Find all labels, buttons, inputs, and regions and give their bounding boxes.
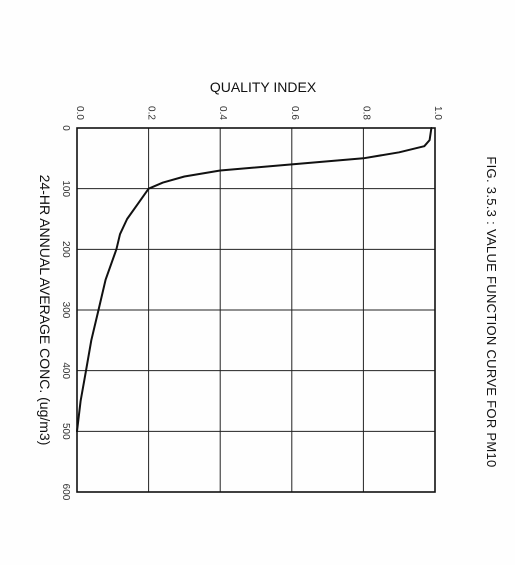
grid-layer xyxy=(76,127,436,493)
y-tick-label: 600 xyxy=(60,484,71,501)
x-tick-label: 0.0 xyxy=(74,106,85,120)
x-tick-label: 0.4 xyxy=(217,106,228,120)
y-tick-label: 300 xyxy=(60,302,71,319)
x-tick-label: 0.8 xyxy=(360,106,371,120)
tick-labels: 0.0 0.2 0.4 0.6 0.8 1.0 0 100 200 300 400 500 600 xyxy=(60,106,443,501)
x-tick-label: 1.0 xyxy=(432,106,443,120)
plot-frame xyxy=(76,127,436,493)
x-tick-label: 0.2 xyxy=(146,106,157,120)
figure-title: FIG. 3.5.3 : VALUE FUNCTION CURVE FOR PM… xyxy=(484,156,499,467)
series-line xyxy=(76,127,433,433)
y-axis-title: 24-HR ANNUAL AVERAGE CONC. (ug/m3) xyxy=(37,175,53,446)
y-tick-label: 500 xyxy=(60,423,71,440)
curve-layer xyxy=(76,127,433,433)
y-tick-label: 100 xyxy=(60,180,71,197)
y-tick-label: 400 xyxy=(60,362,71,379)
x-axis-title: QUALITY INDEX xyxy=(210,79,317,95)
y-tick-label: 0 xyxy=(60,125,71,131)
x-tick-label: 0.6 xyxy=(289,106,300,120)
y-tick-label: 200 xyxy=(60,241,71,258)
